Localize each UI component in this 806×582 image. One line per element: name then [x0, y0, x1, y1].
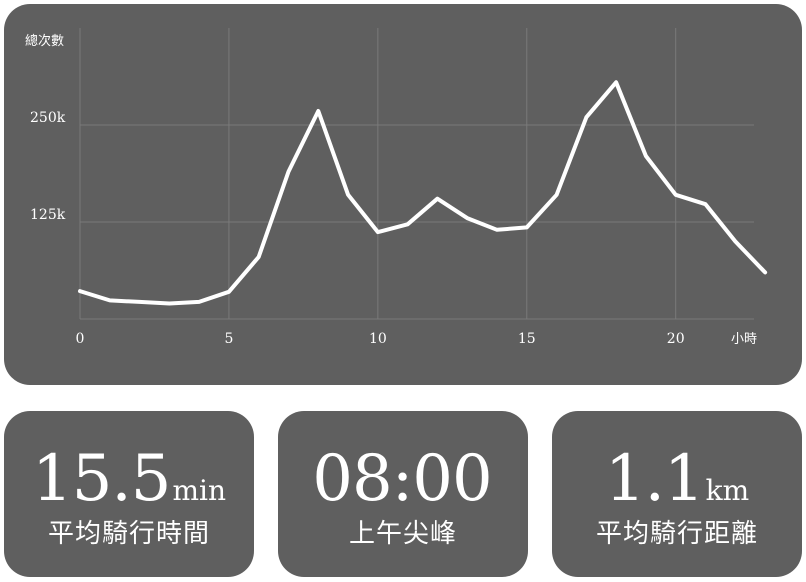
- stat-label: 平均騎行距離: [595, 519, 758, 549]
- stat-unit: km: [705, 474, 750, 507]
- stat-card-morning-peak: 08:00 上午尖峰: [278, 411, 528, 577]
- x-tick-label: 20: [667, 331, 685, 347]
- series-line: [78, 80, 768, 306]
- y-tick-label: 125k: [30, 207, 66, 223]
- x-axis-title: 小時: [731, 332, 757, 347]
- y-tick-label: 250k: [30, 110, 66, 126]
- stat-label: 上午尖峰: [348, 519, 457, 549]
- x-tick-label: 0: [76, 331, 85, 347]
- chart-panel: 0 5 10 15 20 125k 250k 總次數小時: [4, 4, 802, 385]
- y-axis-title: 總次數: [25, 33, 64, 49]
- x-tick-label: 10: [369, 331, 387, 347]
- stat-unit: min: [172, 474, 227, 507]
- x-tick-label: 15: [518, 331, 536, 347]
- stat-card-avg-distance: 1.1km 平均騎行距離: [552, 411, 802, 577]
- stat-value: 1.1km: [604, 442, 750, 516]
- stat-value: 08:00: [312, 442, 492, 516]
- x-tick-label: 5: [224, 331, 233, 347]
- stat-card-avg-duration: 15.5min 平均騎行時間: [4, 411, 254, 577]
- stat-label: 平均騎行時間: [47, 519, 210, 549]
- stat-value: 15.5min: [31, 442, 227, 516]
